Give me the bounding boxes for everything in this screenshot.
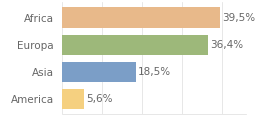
Text: 39,5%: 39,5% <box>222 13 255 23</box>
Bar <box>62 89 84 109</box>
Text: 18,5%: 18,5% <box>138 67 171 77</box>
Text: 5,6%: 5,6% <box>86 94 113 104</box>
Text: 36,4%: 36,4% <box>210 40 243 50</box>
Bar <box>62 7 220 28</box>
Bar <box>62 35 208 55</box>
Bar <box>62 62 136 82</box>
